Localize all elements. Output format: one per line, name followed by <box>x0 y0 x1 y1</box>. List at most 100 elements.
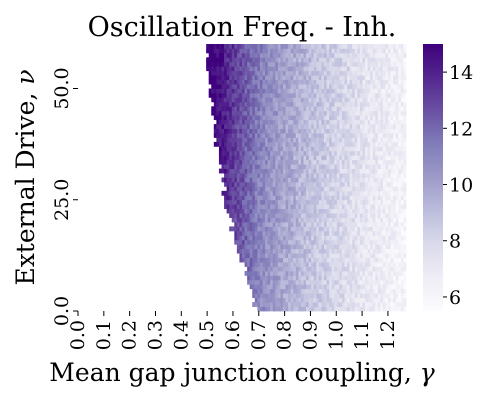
heatmap-cell <box>280 66 284 72</box>
heatmap-cell <box>354 279 358 285</box>
heatmap-cell <box>293 204 297 210</box>
heatmap-cell <box>403 141 407 147</box>
heatmap-cell <box>293 48 297 54</box>
heatmap-cell <box>354 302 358 307</box>
heatmap-cell <box>231 97 235 103</box>
heatmap-cell <box>400 270 404 276</box>
heatmap-cell <box>300 208 304 214</box>
heatmap-cell <box>321 70 325 76</box>
heatmap-cell <box>349 52 353 58</box>
heatmap-cell <box>295 70 299 76</box>
heatmap-cell <box>385 57 389 63</box>
heatmap-cell <box>311 239 315 245</box>
heatmap-cell <box>385 115 389 121</box>
heatmap-cell <box>254 97 258 103</box>
heatmap-cell <box>249 133 253 138</box>
heatmap-cell <box>377 230 381 236</box>
heatmap-cell <box>403 106 407 112</box>
heatmap-cell <box>403 155 407 161</box>
heatmap-cell <box>249 284 253 290</box>
heatmap-cell <box>400 119 404 125</box>
heatmap-cell <box>290 208 294 214</box>
heatmap-cell <box>298 288 302 294</box>
heatmap-cell <box>318 79 322 85</box>
heatmap-cell <box>375 173 379 178</box>
heatmap-cell <box>357 48 361 54</box>
heatmap-cell <box>385 204 389 210</box>
heatmap-cell <box>326 106 330 112</box>
heatmap-cell <box>218 101 222 107</box>
heatmap-cell <box>354 52 358 58</box>
heatmap-cell <box>359 270 363 276</box>
heatmap-cell <box>367 159 371 165</box>
heatmap-cell <box>213 124 217 129</box>
heatmap-cell <box>326 204 330 210</box>
heatmap-cell <box>293 52 297 58</box>
heatmap-cell <box>300 110 304 116</box>
heatmap-cell <box>321 92 325 98</box>
heatmap-cell <box>270 222 274 227</box>
heatmap-cell <box>390 297 394 303</box>
heatmap-cell <box>318 168 322 174</box>
heatmap-cell <box>283 284 286 290</box>
heatmap-cell <box>313 195 317 201</box>
heatmap-cell <box>262 61 266 67</box>
heatmap-cell <box>321 128 325 134</box>
heatmap-cell <box>341 141 345 147</box>
heatmap-cell <box>249 208 253 214</box>
heatmap-cell <box>280 239 284 245</box>
heatmap-cell <box>249 186 253 192</box>
heatmap-cell <box>272 61 276 67</box>
heatmap-cell <box>242 150 245 156</box>
heatmap-cell <box>267 217 271 223</box>
heatmap-cell <box>303 222 307 227</box>
heatmap-cell <box>339 115 343 121</box>
heatmap-cell <box>239 124 243 129</box>
heatmap-cell <box>252 257 256 263</box>
heatmap-cell <box>283 124 286 129</box>
heatmap-cell <box>247 262 251 267</box>
heatmap-cell <box>336 84 340 89</box>
heatmap-cell <box>275 155 279 161</box>
heatmap-cell <box>388 244 392 250</box>
heatmap-cell <box>300 137 304 143</box>
heatmap-cell <box>329 106 333 112</box>
heatmap-cell <box>303 195 307 201</box>
heatmap-cell <box>382 239 386 245</box>
heatmap-cell <box>357 97 361 103</box>
heatmap-cell <box>257 279 261 285</box>
heatmap-cell <box>254 124 258 129</box>
heatmap-cell <box>262 97 266 103</box>
heatmap-cell <box>321 75 325 80</box>
heatmap-cell <box>395 213 399 218</box>
heatmap-cell <box>336 279 340 285</box>
heatmap-cell <box>375 101 379 107</box>
heatmap-cell <box>213 133 217 138</box>
heatmap-cell <box>236 155 240 161</box>
heatmap-cell <box>298 306 302 312</box>
heatmap-cell <box>226 199 230 205</box>
heatmap-cell <box>283 253 286 258</box>
heatmap-cell <box>285 288 289 294</box>
heatmap-cell <box>249 61 253 67</box>
heatmap-cell <box>239 235 243 241</box>
heatmap-cell <box>354 164 358 169</box>
heatmap-cell <box>280 235 284 241</box>
heatmap-cell <box>372 106 376 112</box>
heatmap-cell <box>244 262 248 267</box>
heatmap-cell <box>213 115 217 121</box>
heatmap-cell <box>326 302 330 307</box>
heatmap-cell <box>265 239 269 245</box>
heatmap-cell <box>367 124 371 129</box>
heatmap-cell <box>347 302 351 307</box>
heatmap-cell <box>390 279 394 285</box>
colorbar-gradient <box>423 44 443 311</box>
heatmap-cell <box>288 284 292 290</box>
heatmap-cell <box>324 239 327 245</box>
heatmap-cell <box>252 119 256 125</box>
heatmap-cell <box>318 213 322 218</box>
heatmap-cell <box>326 297 330 303</box>
heatmap-cell <box>395 257 399 263</box>
heatmap-cell <box>318 84 322 89</box>
heatmap-cell <box>277 262 281 267</box>
